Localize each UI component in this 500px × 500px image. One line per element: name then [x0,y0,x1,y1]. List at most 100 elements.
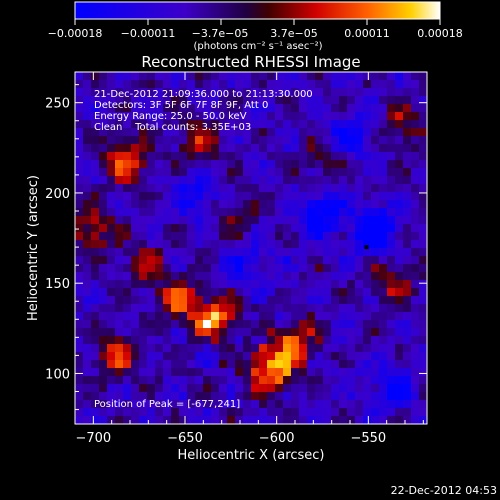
heatmap-cell [419,320,427,329]
heatmap-cell [75,120,84,129]
heatmap-cell [75,384,84,393]
x-tick-label: −600 [259,431,295,446]
heatmap-cell [363,104,372,113]
heatmap-cell [211,256,220,265]
heatmap-cell [403,256,412,265]
heatmap-cell [171,128,180,137]
heatmap-cell [139,280,148,289]
heatmap-cell [331,72,340,81]
heatmap-cell [275,112,284,121]
heatmap-cell [187,376,196,385]
heatmap-cell [419,184,427,193]
heatmap-cell [179,392,188,401]
heatmap-cell [307,104,316,113]
heatmap-cell [171,152,180,161]
heatmap-cell [155,136,164,145]
heatmap-cell [115,96,124,105]
heatmap-cell [235,176,244,185]
heatmap-cell [123,88,132,97]
heatmap-cell [211,296,220,305]
heatmap-cell [211,304,220,313]
heatmap-cell [291,392,300,401]
heatmap-cell [211,416,220,424]
heatmap-cell [291,296,300,305]
heatmap-cell [123,160,132,169]
heatmap-cell [395,304,404,313]
heatmap-cell [395,280,404,289]
heatmap-cell [91,216,100,225]
heatmap-cell [371,232,380,241]
heatmap-cell [387,392,396,401]
heatmap-cell [99,104,108,113]
heatmap-cell [347,152,356,161]
heatmap-cell [267,136,276,145]
heatmap-cell [259,304,268,313]
heatmap-cell [419,248,427,257]
heatmap-cell [315,312,324,321]
heatmap-cell [331,272,340,281]
heatmap-cell [243,336,252,345]
heatmap-cell [331,384,340,393]
heatmap-cell [163,192,172,201]
heatmap-cell [275,152,284,161]
heatmap-image [75,72,427,424]
heatmap-cell [299,160,308,169]
heatmap-cell [355,248,364,257]
heatmap-cell [147,208,156,217]
heatmap-cell [219,168,228,177]
heatmap-cell [187,264,196,273]
heatmap-cell [307,192,316,201]
heatmap-cell [147,304,156,313]
heatmap-cell [411,224,420,233]
heatmap-cell [251,352,260,361]
heatmap-cell [155,400,164,409]
heatmap-cell [411,72,420,81]
heatmap-cell [139,264,148,273]
heatmap-cell [219,352,228,361]
heatmap-cell [83,248,92,257]
heatmap-cell [243,144,252,153]
heatmap-cell [387,376,396,385]
heatmap-cell [403,208,412,217]
heatmap-cell [131,88,140,97]
heatmap-cell [363,232,372,241]
heatmap-cell [411,272,420,281]
heatmap-cell [355,288,364,297]
heatmap-cell [171,280,180,289]
heatmap-cell [419,192,427,201]
heatmap-cell [219,328,228,337]
heatmap-cell [115,368,124,377]
heatmap-cell [411,288,420,297]
heatmap-cell [195,184,204,193]
heatmap-cell [107,96,116,105]
heatmap-cell [403,240,412,249]
heatmap-cell [387,304,396,313]
heatmap-cell [123,272,132,281]
heatmap-cell [403,280,412,289]
heatmap-cell [115,304,124,313]
heatmap-cell [139,416,148,424]
heatmap-cell [355,144,364,153]
heatmap-cell [371,312,380,321]
heatmap-cell [363,176,372,185]
heatmap-cell [379,272,388,281]
heatmap-cell [355,400,364,409]
heatmap-cell [315,280,324,289]
heatmap-cell [139,192,148,201]
heatmap-cell [75,160,84,169]
heatmap-cell [363,296,372,305]
heatmap-cell [235,352,244,361]
heatmap-cell [315,192,324,201]
heatmap-cell [347,352,356,361]
heatmap-cell [251,264,260,273]
heatmap-cell [259,272,268,281]
heatmap-cell [275,248,284,257]
heatmap-cell [251,96,260,105]
heatmap-cell [179,304,188,313]
heatmap-cell [339,176,348,185]
heatmap-cell [307,184,316,193]
heatmap-cell [243,160,252,169]
heatmap-cell [187,296,196,305]
heatmap-cell [243,352,252,361]
